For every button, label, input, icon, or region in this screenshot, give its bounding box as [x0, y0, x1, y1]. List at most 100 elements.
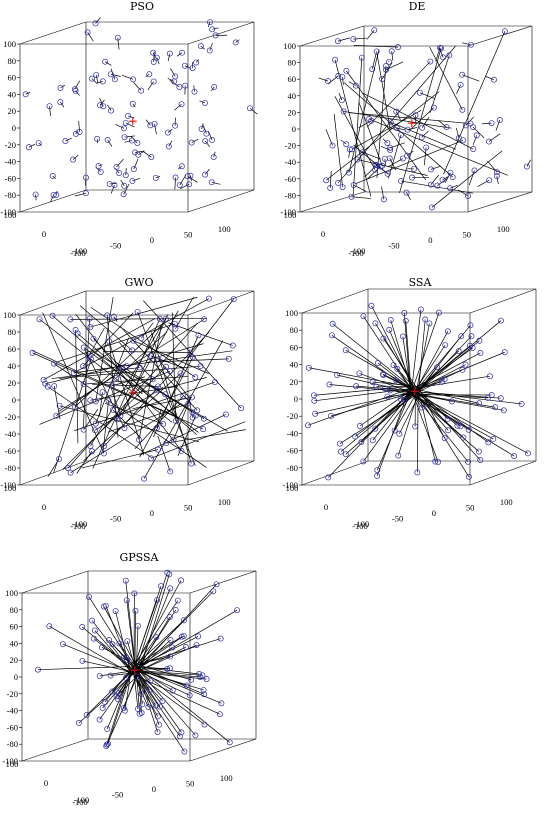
particle-point [496, 117, 503, 123]
trajectory-line [132, 636, 183, 668]
y-tick-label: 0 [42, 229, 46, 239]
trajectory-line [74, 80, 81, 90]
particle-point [114, 416, 121, 423]
particle-point [383, 66, 390, 73]
particle-point [390, 362, 397, 369]
trajectory-line [442, 176, 449, 181]
particle-point [475, 448, 482, 455]
chart-panel-de: DE 100 80 60 40 20 0 -20 -40 -60 -80 -100 -100 -50 0 50… [278, 0, 557, 270]
trajectory-line [353, 37, 367, 40]
z-tick-label: 20 [290, 377, 299, 387]
particle-point [402, 317, 409, 324]
particle-point [71, 404, 78, 410]
particle-point [457, 81, 464, 88]
particle-point [422, 316, 429, 323]
z-tick-label: -20 [285, 141, 296, 151]
trajectory-line [366, 61, 431, 128]
particle-point [131, 590, 138, 597]
z-tick-label: -100 [2, 756, 18, 766]
particle-point [230, 296, 237, 303]
trajectory-line [450, 184, 458, 189]
particle-point [138, 87, 145, 94]
trajectory-line [130, 669, 185, 752]
particle-point [121, 134, 128, 141]
particle-point [465, 192, 471, 199]
trajectory-line [485, 75, 495, 81]
trajectory-line [171, 312, 177, 421]
trajectory-line [156, 408, 162, 429]
particle-point [120, 654, 127, 661]
particle-point [412, 112, 419, 119]
y-tick-label: 100 [284, 210, 297, 220]
trajectory-line [133, 158, 139, 170]
particle-point [205, 295, 212, 302]
trajectory-line [394, 394, 416, 431]
particle-point [79, 624, 86, 630]
trajectory-line [156, 57, 160, 65]
particle-point [211, 83, 218, 90]
particle-point [444, 328, 451, 335]
particle-point [155, 383, 161, 390]
trajectory-line [135, 584, 217, 673]
particle-point [102, 58, 109, 65]
trajectory-line [437, 177, 448, 186]
particle-point [387, 317, 394, 324]
particle-point [186, 692, 193, 699]
trajectory-line [345, 349, 419, 392]
particle-point [171, 320, 178, 327]
chart-svg-pso: PSO 100 80 60 40 20 0 -20 -40 -60 -80 -100 -100 -50 0 5… [0, 0, 258, 258]
particle-point [380, 196, 387, 203]
trajectory-line [169, 79, 180, 88]
particle-point [448, 398, 455, 405]
z-tick-label: 60 [8, 73, 17, 83]
trajectory-line [145, 73, 150, 77]
trajectory-line [102, 350, 191, 353]
z-tick-label: 0 [12, 123, 16, 133]
trajectory-line [352, 57, 363, 196]
particle-point [169, 644, 176, 651]
particle-point [100, 603, 107, 610]
trajectory-line [405, 320, 412, 394]
trajectory-line [381, 186, 385, 200]
particle-point [193, 59, 200, 66]
z-tick-label: -80 [5, 190, 16, 200]
x-tick-label: -50 [110, 514, 121, 524]
particle-point [106, 637, 113, 644]
particle-point [65, 465, 71, 472]
particle-point [87, 443, 94, 449]
particle-point [149, 376, 156, 383]
trajectory-line [135, 150, 145, 153]
particle-point [426, 320, 433, 327]
particle-point [229, 342, 236, 349]
particle-point [183, 644, 189, 650]
particle-point [152, 702, 159, 709]
trajectory-line [110, 68, 116, 80]
trajectory-line [45, 364, 127, 385]
particle-point [372, 320, 379, 327]
trajectory-line [204, 168, 210, 175]
trajectory-line [151, 332, 192, 464]
particle-point [387, 144, 394, 151]
particle-point [113, 693, 120, 700]
z-tick-label: -100 [0, 207, 16, 217]
particle-point [163, 440, 170, 447]
y-tick-label: 100 [6, 759, 19, 769]
particle-point [391, 427, 398, 434]
z-tick-label: 60 [8, 344, 17, 354]
particle-point [130, 166, 137, 173]
particle-point [476, 337, 483, 344]
particle-point [160, 421, 167, 428]
trajectory-line [95, 74, 99, 84]
particle-point [360, 458, 367, 465]
trajectory-line [438, 120, 447, 128]
trajectory-line [353, 45, 399, 48]
particle-point [213, 581, 220, 588]
particle-point [200, 426, 207, 433]
trajectories [318, 29, 531, 208]
z-tick-label: -20 [7, 689, 18, 699]
trajectory-line [49, 106, 51, 116]
particle-point [247, 105, 253, 112]
particle-point [196, 671, 203, 677]
trajectory-line [103, 606, 138, 668]
particle-point [403, 189, 410, 196]
